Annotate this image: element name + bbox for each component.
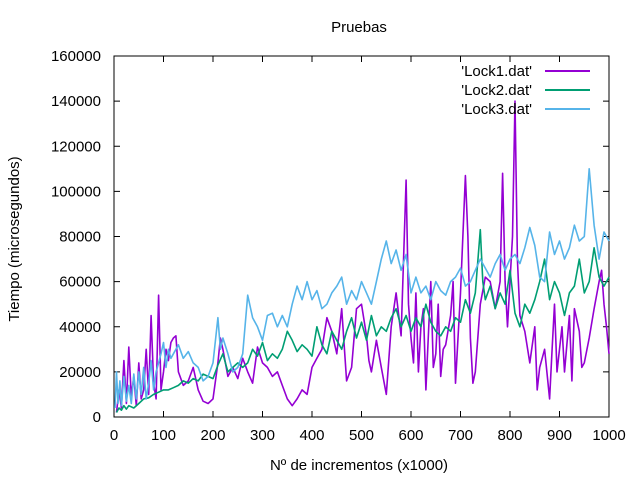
legend-label-2: 'Lock2.dat': [461, 82, 532, 99]
y-tick-label: 60000: [59, 274, 101, 291]
x-axis-label: Nº de incrementos (x1000): [270, 457, 448, 474]
x-tick-label: 1000: [592, 427, 625, 444]
y-tick-label: 20000: [59, 364, 101, 381]
y-tick-label: 100000: [51, 183, 101, 200]
series-line-1: [115, 100, 610, 413]
x-tick-label: 400: [299, 427, 324, 444]
series-line-3: [114, 168, 610, 409]
series-line-2: [115, 228, 610, 413]
plot-area: 0 100 200 300 400 500 600 700 800 900 1000 0 20000 40…: [51, 48, 626, 444]
y-tick-label: 120000: [51, 138, 101, 155]
y-tick-label: 80000: [59, 229, 101, 246]
x-tick-label: 300: [250, 427, 275, 444]
chart-title: Pruebas: [331, 19, 387, 36]
x-tick-label: 500: [349, 427, 374, 444]
legend-label-3: 'Lock3.dat': [461, 101, 532, 118]
y-tick-label: 40000: [59, 319, 101, 336]
x-tick-label: 900: [547, 427, 572, 444]
y-tick-label: 160000: [51, 48, 101, 65]
x-tick-label: 0: [110, 427, 118, 444]
x-tick-label: 100: [151, 427, 176, 444]
legend-label-1: 'Lock1.dat': [461, 63, 532, 80]
x-tick-label: 200: [200, 427, 225, 444]
x-tick-label: 600: [398, 427, 423, 444]
y-tick-label: 0: [93, 409, 101, 426]
x-tick-label: 800: [497, 427, 522, 444]
y-axis-label: Tiempo (microsegundos): [6, 156, 23, 321]
x-tick-label: 700: [448, 427, 473, 444]
y-tick-label: 140000: [51, 93, 101, 110]
